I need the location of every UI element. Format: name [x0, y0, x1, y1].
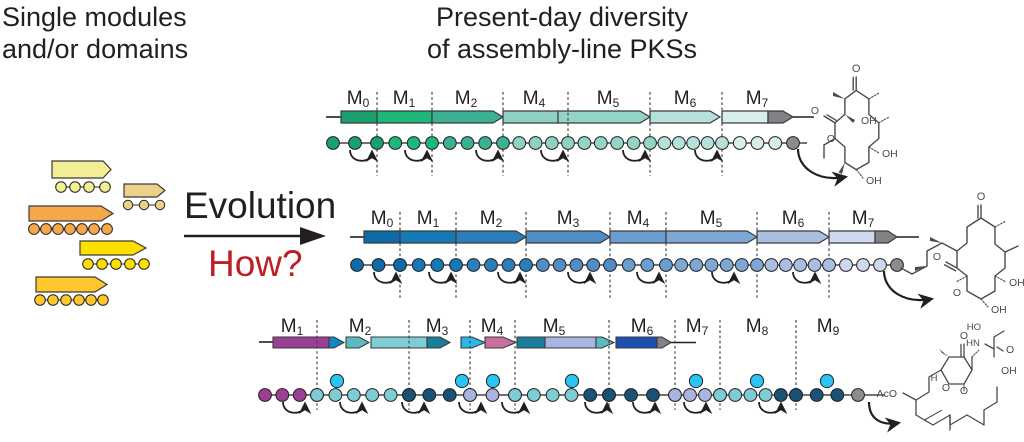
svg-text:OH: OH — [861, 115, 877, 127]
svg-text:OH: OH — [991, 304, 1007, 316]
svg-text:Present-day diversity: Present-day diversity — [436, 2, 689, 32]
svg-text:OH: OH — [1009, 277, 1024, 289]
svg-text:AcO: AcO — [877, 388, 897, 400]
svg-text:HN: HN — [966, 338, 980, 349]
svg-text:Single modules: Single modules — [2, 2, 187, 32]
svg-text:OH: OH — [866, 175, 882, 187]
svg-text:O: O — [811, 105, 819, 117]
svg-text:HO: HO — [967, 322, 981, 333]
svg-text:O: O — [933, 251, 941, 263]
svg-text:H: H — [931, 373, 938, 384]
svg-text:O: O — [942, 382, 950, 394]
svg-text:Evolution: Evolution — [184, 185, 336, 226]
svg-text:and/or domains: and/or domains — [2, 34, 188, 64]
svg-text:O: O — [953, 287, 961, 299]
svg-text:OH: OH — [882, 148, 898, 160]
svg-text:OH: OH — [1001, 365, 1017, 377]
svg-text:of assembly-line PKSs: of assembly-line PKSs — [427, 34, 697, 64]
svg-text:O: O — [1006, 344, 1014, 356]
svg-text:O: O — [977, 191, 986, 203]
svg-text:How?: How? — [208, 243, 303, 284]
svg-text:O: O — [852, 63, 861, 75]
